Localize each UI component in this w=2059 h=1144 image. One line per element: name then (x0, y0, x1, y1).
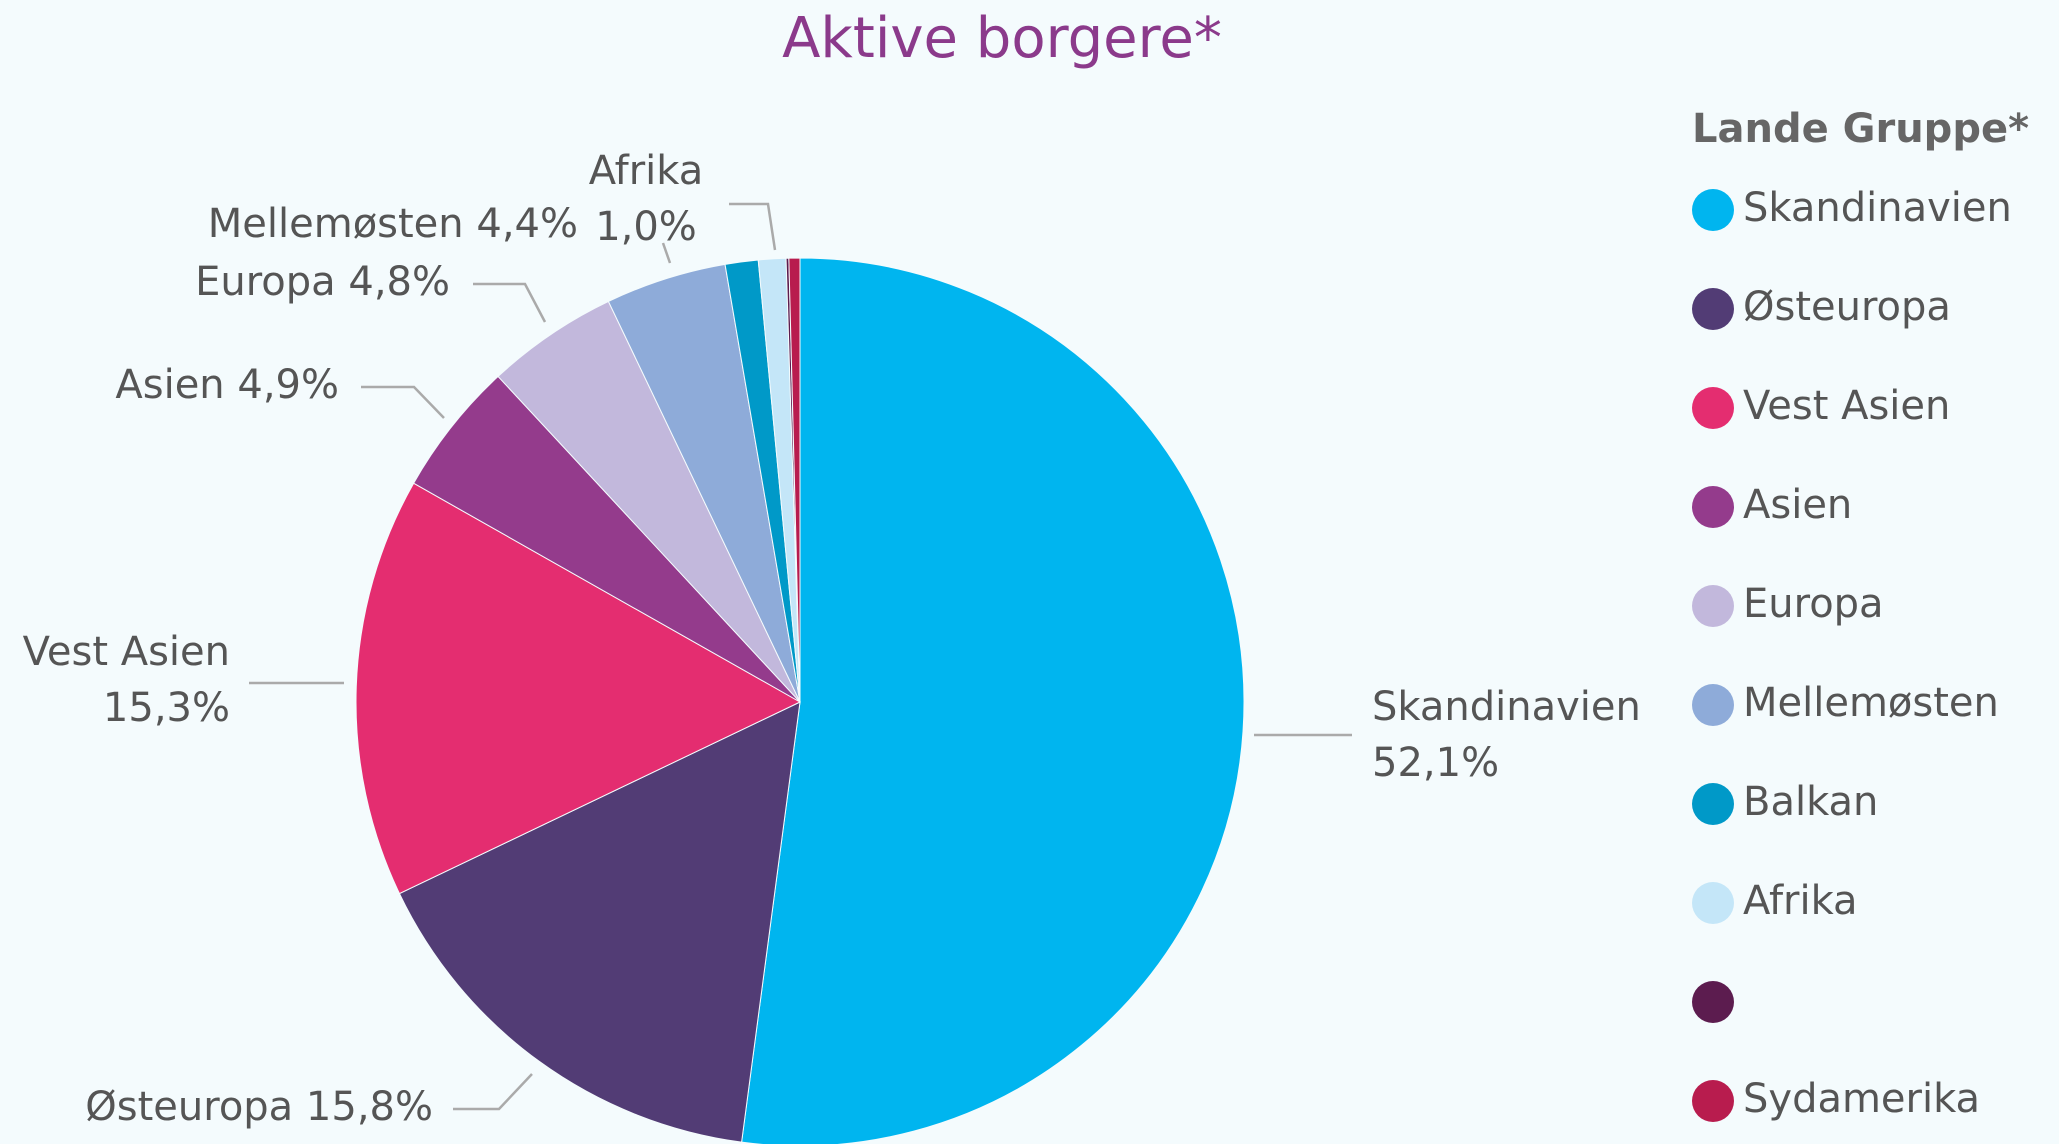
slice-value-label: 1,0% (595, 204, 697, 250)
legend-swatch (1692, 486, 1734, 528)
slice-label: Mellemøsten 4,4% (208, 201, 578, 247)
slice-label: Skandinavien (1372, 684, 1641, 730)
legend-swatch (1692, 189, 1734, 231)
legend-label: Asien (1743, 482, 1852, 528)
legend-swatch (1692, 1080, 1734, 1122)
leader-line (661, 242, 672, 264)
legend-swatch (1692, 585, 1734, 627)
slice-category: Østeuropa (85, 1084, 293, 1130)
slice-category: Asien (115, 362, 224, 408)
legend-label: Vest Asien (1743, 383, 1950, 429)
slice-value-label: 4,9% (237, 362, 339, 408)
slice-label: Europa 4,8% (195, 259, 450, 305)
legend-label: Mellemøsten (1743, 680, 1999, 726)
pie-slice (398, 701, 801, 1143)
legend-label: Østeuropa (1743, 284, 1951, 330)
legend-label: Balkan (1743, 779, 1878, 825)
legend-label: Sydamerika (1743, 1076, 1980, 1122)
legend-label: Skandinavien (1743, 185, 2012, 231)
legend-swatch (1692, 684, 1734, 726)
leader-line (361, 385, 445, 419)
legend-label: Europa (1743, 581, 1884, 627)
legend-swatch (1692, 387, 1734, 429)
legend-swatch (1692, 882, 1734, 924)
slice-value-label: 15,8% (306, 1084, 433, 1130)
slice-label: Afrika (589, 148, 704, 194)
legend-swatch (1692, 783, 1734, 825)
legend-swatch (1692, 981, 1734, 1023)
slice-value-label: 52,1% (1372, 740, 1499, 786)
slice-label: Østeuropa 15,8% (85, 1084, 433, 1130)
slice-value-label: 15,3% (103, 685, 230, 731)
slice-label: Asien 4,9% (115, 362, 339, 408)
pie-slice (741, 257, 1245, 1144)
pie-slice (788, 257, 801, 703)
legend-swatch (1692, 288, 1734, 330)
slice-category: Mellemøsten (208, 201, 464, 247)
slice-label: Vest Asien (23, 629, 230, 675)
leader-line (453, 1073, 533, 1111)
slice-category: Europa (195, 259, 336, 305)
leader-line (729, 202, 777, 251)
chart-title: Aktive borgere* (782, 6, 1222, 71)
leader-line (473, 282, 547, 323)
pie-slice (355, 482, 802, 895)
slice-value-label: 4,8% (348, 259, 450, 305)
slice-value-label: 4,4% (476, 201, 578, 247)
legend-title: Lande Gruppe* (1692, 106, 2029, 152)
legend-label: Afrika (1743, 878, 1858, 924)
